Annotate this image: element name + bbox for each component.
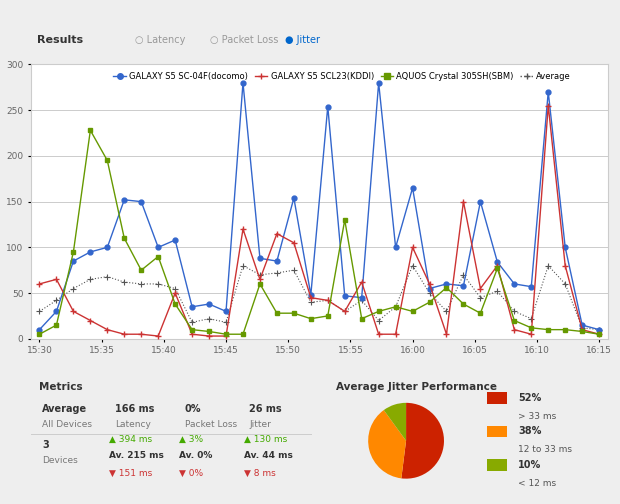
Text: ▼ 8 ms: ▼ 8 ms: [244, 469, 275, 477]
Text: Metrics: Metrics: [40, 382, 83, 392]
Text: Av. 0%: Av. 0%: [179, 451, 213, 460]
Text: 12 to 33 ms: 12 to 33 ms: [518, 446, 572, 455]
Bar: [487, 392, 507, 404]
Bar: [487, 459, 507, 471]
Text: ▲ 3%: ▲ 3%: [179, 435, 203, 444]
Text: Av. 44 ms: Av. 44 ms: [244, 451, 293, 460]
Text: ▼ 0%: ▼ 0%: [179, 469, 203, 477]
Text: ▼ 151 ms: ▼ 151 ms: [109, 469, 153, 477]
Text: Results: Results: [37, 35, 83, 45]
Text: > 33 ms: > 33 ms: [518, 412, 556, 421]
Text: Devices: Devices: [42, 456, 78, 465]
Text: ▲ 394 ms: ▲ 394 ms: [109, 435, 153, 444]
Text: 38%: 38%: [518, 426, 541, 436]
Text: 52%: 52%: [518, 393, 541, 403]
Text: Jitter: Jitter: [249, 420, 271, 429]
Text: All Devices: All Devices: [42, 420, 92, 429]
Text: 166 ms: 166 ms: [115, 404, 154, 414]
Text: 10%: 10%: [518, 460, 541, 470]
Text: 0%: 0%: [185, 404, 202, 414]
Text: ▲ 130 ms: ▲ 130 ms: [244, 435, 287, 444]
Bar: [487, 426, 507, 437]
Text: Latency: Latency: [115, 420, 151, 429]
Text: Average Jitter Performance: Average Jitter Performance: [336, 382, 497, 392]
Legend: GALAXY S5 SC-04F(docomo), GALAXY S5 SCL23(KDDI), AQUOS Crystal 305SH(SBM), Avera: GALAXY S5 SC-04F(docomo), GALAXY S5 SCL2…: [110, 69, 574, 84]
Text: Average: Average: [42, 404, 87, 414]
Text: ● Jitter: ● Jitter: [285, 35, 320, 45]
Text: Packet Loss: Packet Loss: [185, 420, 237, 429]
Text: ○ Packet Loss: ○ Packet Loss: [210, 35, 278, 45]
Text: 3: 3: [42, 439, 49, 450]
Text: 26 ms: 26 ms: [249, 404, 282, 414]
Text: < 12 ms: < 12 ms: [518, 479, 556, 488]
Text: Av. 215 ms: Av. 215 ms: [109, 451, 164, 460]
Text: ○ Latency: ○ Latency: [135, 35, 185, 45]
